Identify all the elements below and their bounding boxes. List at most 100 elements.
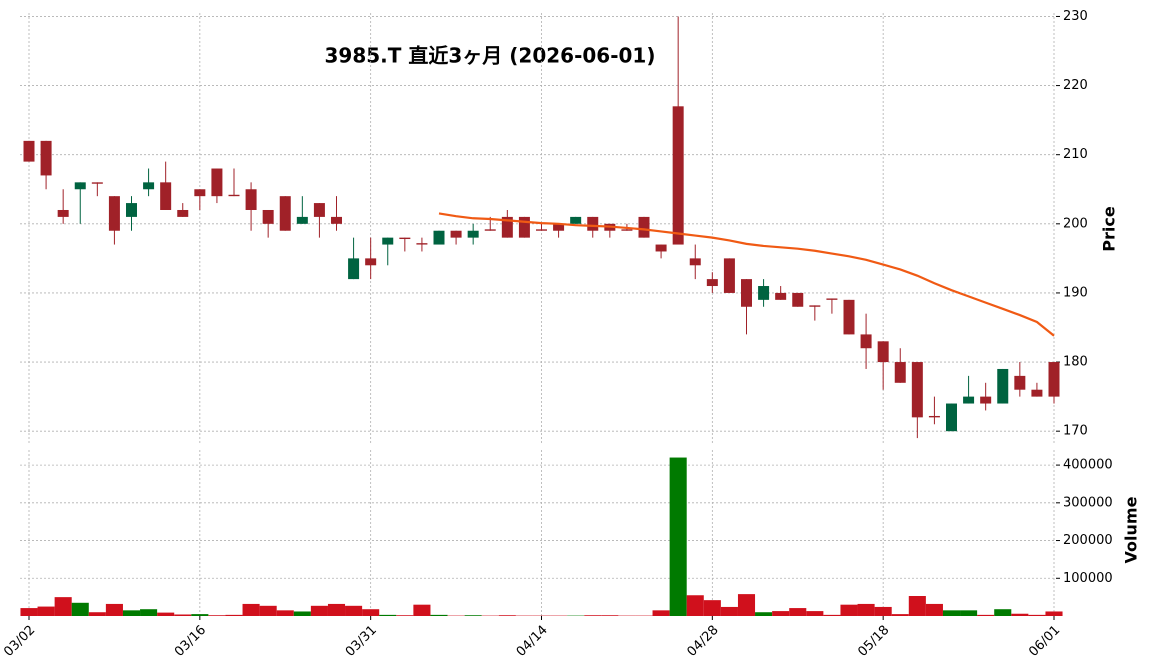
candle-body	[177, 209, 189, 217]
candle-body	[792, 292, 804, 307]
y2-tick-label: 400000	[1063, 458, 1113, 473]
candle-body	[348, 258, 360, 280]
candle-body	[484, 229, 496, 231]
volume-bar	[908, 596, 926, 616]
volume-bar	[174, 614, 192, 616]
candle-body	[57, 209, 69, 217]
y-tick-label: 220	[1063, 78, 1088, 93]
volume-bar	[942, 610, 961, 616]
volume-bar	[464, 615, 482, 616]
volume-bar	[1045, 611, 1063, 616]
volume-bar	[430, 614, 448, 616]
volume-bar	[362, 609, 380, 616]
candle-body	[553, 223, 565, 231]
y2-tick-label: 200000	[1063, 533, 1113, 548]
volume-bar	[259, 605, 277, 616]
volume-bar	[806, 611, 824, 616]
candle-body	[689, 258, 701, 266]
candle-body	[843, 299, 855, 335]
volume-bar	[601, 615, 619, 616]
volume-bar	[327, 603, 346, 616]
candle-body	[433, 230, 445, 245]
volume-bar	[310, 605, 328, 616]
volume-bar	[498, 615, 516, 616]
volume-bar	[686, 595, 704, 616]
candle-body	[40, 140, 52, 176]
candle-body	[911, 362, 923, 418]
candle-body	[758, 286, 770, 300]
candle-body	[518, 216, 530, 238]
volume-bar	[652, 610, 670, 616]
x-tick-label: 05/18	[855, 623, 892, 660]
moving-average-line	[438, 212, 1055, 337]
candle-body	[143, 182, 155, 190]
candle-body	[23, 140, 35, 162]
volume-bar	[874, 606, 892, 616]
candle-body	[416, 243, 428, 245]
volume-bar	[977, 614, 995, 616]
y-tick-label: 190	[1063, 285, 1088, 300]
y-tick-label: 170	[1063, 424, 1088, 439]
candle-body	[467, 230, 479, 238]
volume-bar	[379, 614, 397, 616]
candle-body	[570, 216, 582, 224]
y2-tick-label: 100000	[1063, 571, 1113, 586]
candle-body	[672, 106, 684, 245]
candle-body	[331, 216, 342, 224]
candle-body	[194, 189, 206, 197]
volume-bar	[823, 614, 841, 616]
candle-body	[1014, 375, 1026, 390]
candle-body	[723, 258, 735, 293]
volume-bar	[669, 457, 687, 616]
x-tick-label: 04/28	[685, 623, 722, 660]
candle-body	[621, 229, 633, 231]
candle-body	[536, 229, 547, 231]
candle-body	[1048, 362, 1060, 397]
y2-tick-label: 300000	[1063, 495, 1113, 510]
candle-body	[706, 279, 718, 287]
candle-body	[450, 230, 462, 238]
candle-body	[279, 196, 291, 231]
y-tick-label: 210	[1063, 147, 1088, 162]
candle-body	[775, 292, 787, 300]
volume-bar	[276, 610, 294, 616]
volume-bar	[720, 606, 738, 616]
volume-bar	[891, 614, 909, 616]
volume-bar	[191, 614, 209, 616]
candle-body	[655, 244, 667, 252]
candle-body	[399, 237, 411, 240]
x-tick-label: 03/02	[1, 623, 38, 660]
candle-body	[501, 216, 513, 238]
y2-axis-label: Volume	[1122, 496, 1141, 563]
candle-body	[587, 216, 599, 231]
volume-bar	[105, 603, 123, 616]
volume-bar	[413, 604, 431, 616]
candle-body	[860, 334, 872, 349]
y-tick-label: 180	[1063, 355, 1088, 370]
volume-bar	[88, 612, 106, 616]
candle-body	[894, 362, 906, 383]
volume-bar	[122, 610, 141, 616]
volume-bar	[703, 600, 721, 616]
candle-body	[74, 182, 86, 190]
y-axis-label: Price	[1100, 206, 1119, 252]
volume-bar	[960, 610, 978, 616]
candle-body	[228, 194, 240, 197]
candle-body	[946, 403, 957, 432]
volume-bar	[157, 612, 175, 616]
candle-body	[108, 196, 120, 231]
y-tick-label: 230	[1063, 9, 1088, 24]
x-tick-label: 03/16	[172, 623, 209, 660]
candle-body	[245, 189, 257, 210]
x-tick-label: 04/14	[514, 623, 551, 660]
volume-bar	[37, 606, 55, 616]
candle-body	[963, 396, 975, 404]
chart-title: 3985.T 直近3ヶ月 (2026-06-01)	[325, 44, 656, 68]
candle-body	[126, 203, 137, 217]
candle-body	[211, 168, 223, 197]
volume-bar	[584, 615, 602, 616]
volume-bar	[755, 612, 773, 616]
volume-bar	[840, 604, 858, 616]
volume-bar	[737, 594, 756, 616]
volume-bar	[20, 608, 38, 616]
